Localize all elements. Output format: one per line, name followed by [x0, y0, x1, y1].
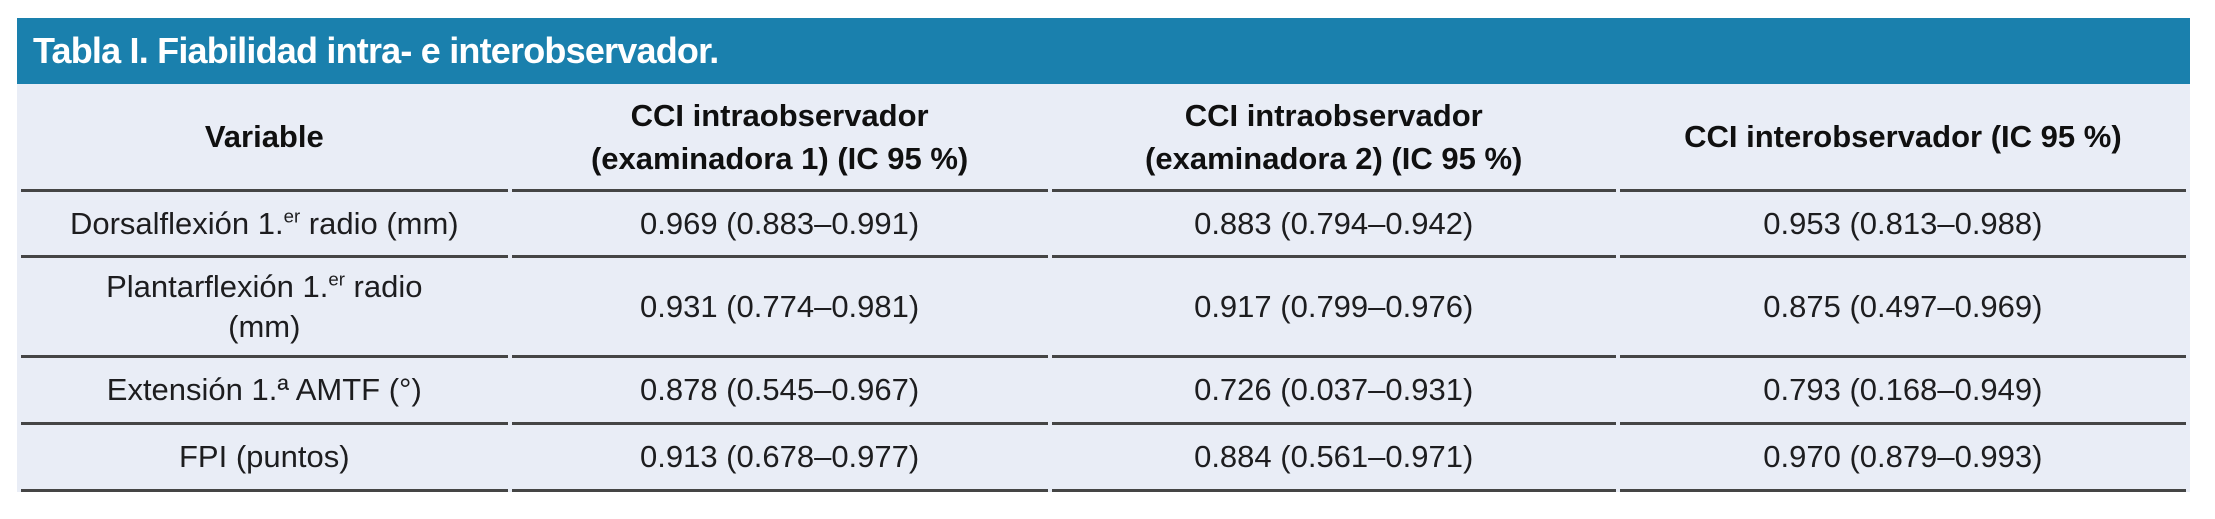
value-cell-intra2: 0.883 (0.794–0.942) — [1051, 192, 1616, 258]
table-row-extension-amtf: Extensión 1.ª AMTF (°) 0.878 (0.545–0.96… — [21, 358, 2186, 425]
header-cci-intra-examiner2: CCI intraobservador (examinadora 2) (IC … — [1051, 84, 1616, 192]
header-cci-inter-line1: CCI interobservador (IC 95 %) — [1684, 119, 2122, 154]
header-variable: Variable — [21, 84, 508, 192]
variable-label-pre: Extensión 1.ª AMTF (°) — [106, 372, 422, 407]
table-title: Tabla I. Fiabilidad intra- e interobserv… — [33, 30, 719, 71]
reliability-table: Variable CCI intraobservador (examinador… — [17, 84, 2190, 492]
value-cell-inter: 0.793 (0.168–0.949) — [1619, 358, 2186, 425]
value-cell-intra1: 0.913 (0.678–0.977) — [511, 425, 1048, 492]
variable-cell-plantarflexion: Plantarflexión 1.er radio (mm) — [21, 258, 508, 358]
table-row-fpi: FPI (puntos) 0.913 (0.678–0.977) 0.884 (… — [21, 425, 2186, 492]
header-cci-intra2-line1: CCI intraobservador — [1184, 97, 1483, 133]
table-row-plantarflexion: Plantarflexión 1.er radio (mm) 0.931 (0.… — [21, 258, 2186, 358]
header-cci-intra-examiner1: CCI intraobservador (examinadora 1) (IC … — [511, 84, 1048, 192]
variable-label-pre: Dorsalflexión 1. — [69, 205, 284, 241]
value-cell-intra1: 0.931 (0.774–0.981) — [511, 258, 1048, 358]
variable-label: Plantarflexión 1.er radio — [21, 267, 508, 307]
table-title-bar: Tabla I. Fiabilidad intra- e interobserv… — [17, 18, 2190, 84]
variable-label: Extensión 1.ª AMTF (°) — [21, 370, 508, 410]
value-cell-inter: 0.875 (0.497–0.969) — [1619, 258, 2186, 358]
variable-label-superscript: er — [328, 268, 345, 290]
value-cell-intra1: 0.969 (0.883–0.991) — [511, 192, 1048, 258]
variable-label-pre: Plantarflexión 1. — [106, 268, 329, 304]
table-header-row: Variable CCI intraobservador (examinador… — [21, 84, 2186, 192]
header-variable-line1: Variable — [204, 119, 324, 154]
value-cell-intra1: 0.878 (0.545–0.967) — [511, 358, 1048, 425]
header-cci-intra2-line2: (examinadora 2) (IC 95 %) — [1145, 140, 1523, 176]
table-row-dorsalflexion: Dorsalflexión 1.er radio (mm) 0.969 (0.8… — [21, 192, 2186, 258]
value-cell-intra2: 0.726 (0.037–0.931) — [1051, 358, 1616, 425]
variable-cell-dorsalflexion: Dorsalflexión 1.er radio (mm) — [21, 192, 508, 258]
header-cci-inter: CCI interobservador (IC 95 %) — [1619, 84, 2186, 192]
variable-label-pre: FPI (puntos) — [179, 439, 350, 474]
value-cell-inter: 0.953 (0.813–0.988) — [1619, 192, 2186, 258]
value-cell-inter: 0.970 (0.879–0.993) — [1619, 425, 2186, 492]
variable-label-post: radio — [344, 268, 423, 304]
variable-label-superscript: er — [283, 205, 301, 227]
variable-label-line2: (mm) — [228, 308, 301, 344]
value-cell-intra2: 0.884 (0.561–0.971) — [1051, 425, 1616, 492]
variable-label: FPI (puntos) — [21, 437, 508, 477]
value-cell-intra2: 0.917 (0.799–0.976) — [1051, 258, 1616, 358]
header-cci-intra1-line2: (examinadora 1) (IC 95 %) — [590, 140, 969, 176]
variable-label: Dorsalflexión 1.er radio (mm) — [21, 204, 508, 244]
variable-cell-extension: Extensión 1.ª AMTF (°) — [21, 358, 508, 425]
reliability-table-block: Tabla I. Fiabilidad intra- e interobserv… — [17, 18, 2190, 492]
variable-cell-fpi: FPI (puntos) — [21, 425, 508, 492]
variable-label-post: radio (mm) — [300, 205, 459, 241]
header-cci-intra1-line1: CCI intraobservador — [630, 97, 929, 133]
